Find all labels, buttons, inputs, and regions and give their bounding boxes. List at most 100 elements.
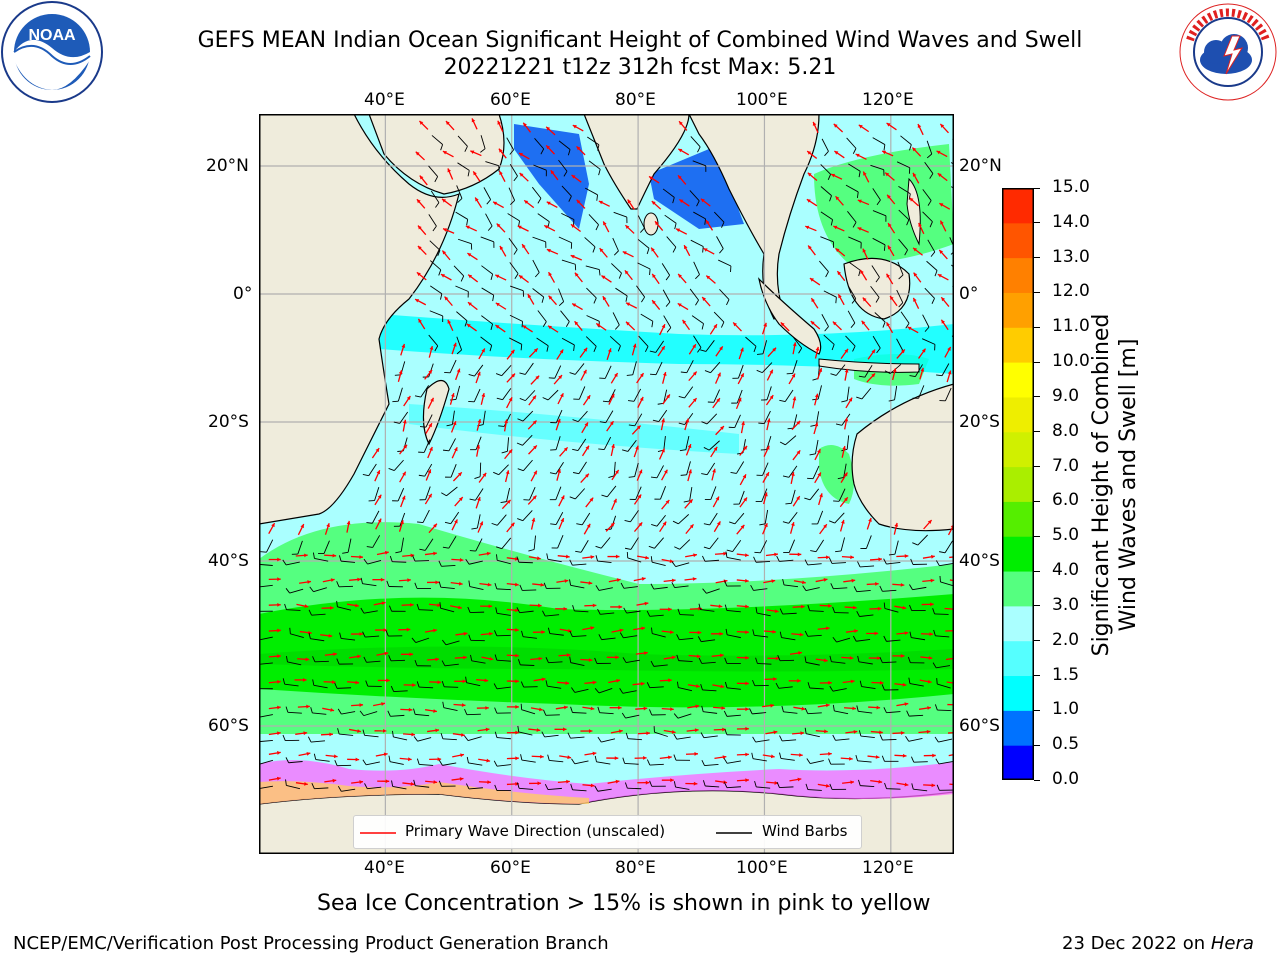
wind-barb-flag (595, 555, 598, 562)
wind-barb-flag (360, 607, 365, 614)
wave-direction-arrowhead (695, 704, 700, 709)
wave-direction-arrowhead (875, 582, 879, 586)
wind-barb-flag (646, 610, 651, 617)
wind-barb-flag (936, 784, 940, 791)
wave-direction-arrowhead (429, 346, 434, 350)
wind-barb-flag (830, 219, 834, 226)
wave-direction-arrowhead (926, 729, 931, 734)
wind-barb-shaft (656, 465, 664, 479)
wind-barb-shaft (858, 710, 873, 714)
wind-barb-flag (700, 732, 705, 738)
wave-direction-arrowhead (833, 225, 838, 230)
wind-barb-flag (749, 708, 753, 715)
wind-barb-flag (547, 221, 550, 228)
wind-barb-shaft (467, 736, 482, 742)
wave-direction-arrowhead (907, 326, 912, 331)
wave-direction-arrowhead (825, 703, 830, 708)
wave-direction-arrowhead (557, 469, 561, 473)
wind-barb-shaft (820, 211, 833, 220)
wave-direction-arrowhead (380, 577, 385, 582)
wind-barb-shaft (713, 311, 725, 323)
wave-direction-arrowhead (801, 580, 806, 585)
wind-barb-flag (438, 780, 442, 787)
wind-barb-flag (935, 758, 940, 765)
wave-direction-arrowhead (477, 497, 481, 501)
wind-barb-flag (438, 581, 442, 588)
wind-barb-flag (442, 546, 449, 549)
colorbar-tick-label: 7.0 (1052, 455, 1080, 476)
wind-barb-shaft (600, 537, 611, 549)
wave-direction-arrowhead (662, 372, 667, 376)
wind-barb-flag (494, 630, 498, 637)
colorbar-segment (1002, 536, 1034, 572)
wind-barb-flag (366, 522, 373, 524)
wave-direction-arrowhead (599, 248, 604, 253)
wave-direction-arrowhead (332, 680, 336, 684)
wave-direction-arrowhead (440, 274, 445, 278)
wind-barb-flag (546, 553, 549, 560)
wind-barb-flag (750, 584, 754, 591)
wind-barb-shaft (430, 285, 443, 295)
wave-direction-arrowhead (860, 270, 864, 275)
wind-barb-flag (260, 551, 267, 553)
wave-direction-arrowhead (419, 175, 424, 180)
wind-barb-shaft (624, 762, 639, 765)
wind-barb-flag (517, 725, 520, 732)
wave-direction-arrowhead (719, 631, 724, 636)
wind-barb-shaft (752, 712, 767, 715)
wave-direction-arrowhead (809, 278, 814, 282)
wind-barb-flag (528, 549, 535, 552)
wave-direction-arrowhead (692, 398, 697, 403)
wave-direction-arrowhead (496, 223, 501, 228)
wind-barb-flag (851, 298, 857, 304)
wind-barb-shaft (898, 185, 911, 195)
wind-barb-flag (386, 580, 390, 587)
wind-barb-shaft (561, 259, 576, 265)
wave-direction-arrowhead (271, 523, 275, 528)
wind-barb-flag (496, 397, 503, 401)
wind-barb-flag (935, 560, 940, 566)
wind-barb-flag (569, 630, 573, 637)
wind-barb-shaft (623, 586, 638, 589)
wave-direction-arrowhead (769, 369, 773, 374)
wind-barb-flag (650, 660, 655, 667)
wind-barb-flag (309, 586, 314, 592)
wind-barb-shaft (518, 561, 533, 564)
wave-direction-arrowhead (796, 450, 801, 455)
wave-direction-arrowhead (886, 273, 891, 278)
wind-barb-flag (434, 176, 439, 183)
wave-direction-arrowhead (823, 658, 828, 663)
wind-barb-flag (779, 752, 782, 759)
wind-barb-shaft (259, 662, 273, 665)
wind-barb-shaft (419, 763, 434, 766)
wave-direction-arrowhead (304, 604, 309, 608)
wind-barb-shaft (679, 637, 694, 641)
wave-direction-arrowhead (541, 677, 546, 682)
wind-barb-shaft (886, 562, 901, 565)
wave-direction-arrowhead (931, 783, 936, 788)
wave-direction-arrowhead (589, 497, 594, 502)
wind-barb-flag (391, 730, 394, 737)
wave-direction-arrowhead (384, 550, 389, 555)
wind-barb-flag (779, 735, 783, 742)
wind-barb-flag (649, 780, 653, 787)
wind-barb-shaft (612, 312, 620, 326)
lon-tick-bottom-40E: 40°E (364, 858, 405, 878)
wind-barb-flag (513, 249, 518, 255)
wind-barb-shaft (532, 288, 544, 298)
wind-barb-flag (450, 398, 457, 401)
wind-barb-flag (563, 170, 568, 177)
wind-barb-shaft (627, 738, 642, 741)
sea-ice-high (259, 781, 589, 804)
land-java (818, 358, 920, 373)
wind-barb-shaft (586, 315, 600, 322)
wind-barb-shaft (577, 438, 587, 451)
wind-barb-shaft (532, 259, 540, 273)
wind-barb-shaft (364, 734, 379, 738)
wind-barb-shaft (547, 389, 559, 401)
wave-direction-arrowhead (333, 754, 338, 759)
wind-barb-flag (573, 344, 575, 351)
wave-direction-arrow (948, 753, 954, 757)
wind-barb-shaft (897, 261, 904, 276)
wave-direction-arrowhead (386, 678, 390, 683)
